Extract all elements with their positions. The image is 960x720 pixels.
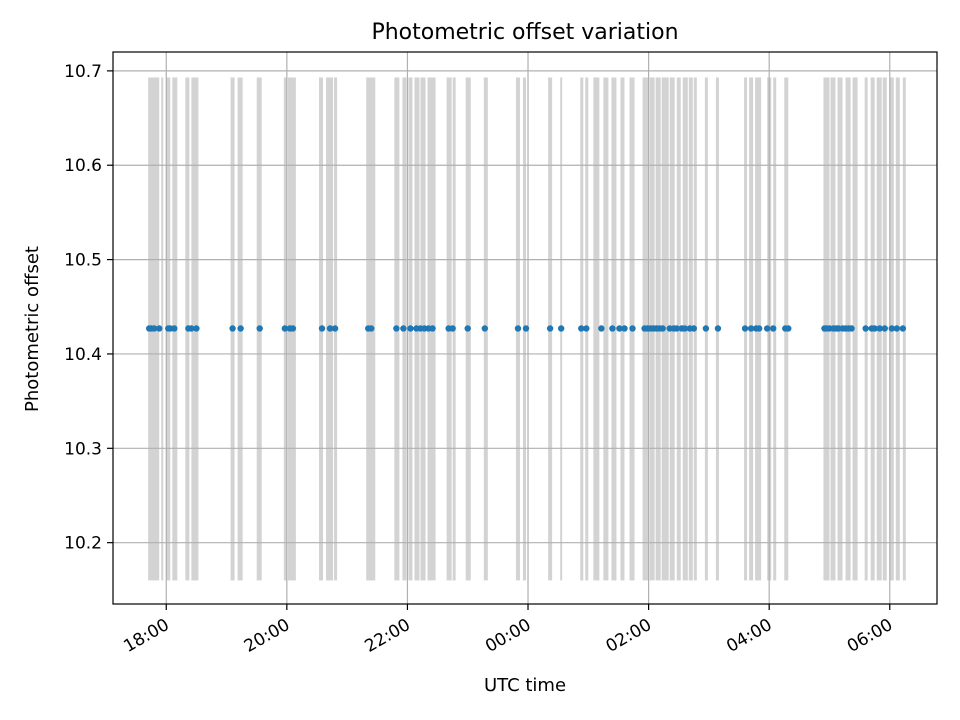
data-point: [237, 325, 244, 332]
data-point: [256, 325, 263, 332]
data-point: [770, 325, 777, 332]
data-point: [747, 325, 755, 332]
data-point: [546, 325, 554, 332]
data-point: [888, 325, 895, 332]
data-point: [464, 325, 471, 332]
observation-band: [852, 77, 858, 581]
y-tick-label: 10.3: [64, 439, 102, 459]
data-point: [318, 325, 326, 332]
y-tick-label: 10.7: [64, 62, 102, 82]
y-tick-label: 10.4: [64, 345, 102, 365]
data-point: [871, 325, 878, 332]
data-point: [393, 325, 400, 332]
data-points: [145, 325, 907, 332]
data-point: [368, 325, 375, 332]
data-point: [741, 325, 749, 332]
data-point: [893, 325, 901, 332]
data-point: [429, 325, 436, 332]
data-point: [621, 325, 628, 332]
y-tick-label: 10.2: [64, 534, 102, 554]
plot-frame: [112, 51, 938, 605]
data-point: [331, 325, 339, 332]
data-point: [449, 325, 456, 332]
data-point: [899, 325, 907, 332]
data-point: [281, 325, 289, 332]
y-axis-ticks: 10.2 10.3 10.4 10.5 10.6 10.7: [64, 62, 113, 554]
data-point: [171, 325, 178, 332]
data-point: [702, 325, 710, 332]
y-tick-label: 10.6: [64, 156, 102, 176]
data-point: [522, 325, 530, 332]
data-point: [156, 325, 163, 332]
data-point: [862, 325, 869, 332]
data-point: [673, 325, 680, 332]
x-axis-label: UTC time: [484, 675, 566, 696]
data-point: [681, 325, 688, 332]
data-point: [400, 325, 407, 332]
data-point: [848, 325, 855, 332]
data-point: [514, 325, 522, 332]
data-point: [578, 325, 585, 332]
data-point: [629, 325, 636, 332]
data-point: [188, 325, 195, 332]
data-point: [616, 325, 623, 332]
data-point: [193, 325, 200, 332]
data-point: [881, 325, 888, 332]
data-point: [659, 325, 666, 332]
data-point: [755, 325, 763, 332]
data-point: [598, 325, 605, 332]
data-point: [326, 325, 334, 332]
data-point: [785, 325, 792, 332]
data-point: [557, 325, 565, 332]
data-point: [481, 325, 489, 332]
data-point: [407, 325, 414, 332]
data-point: [714, 325, 722, 332]
chart-title: Photometric offset variation: [371, 20, 678, 45]
data-point: [876, 325, 883, 332]
y-tick-label: 10.5: [64, 251, 102, 271]
y-axis-label: Photometric offset: [22, 246, 43, 412]
data-point: [690, 325, 698, 332]
data-point: [609, 325, 616, 332]
data-point: [151, 325, 158, 332]
data-point: [583, 325, 590, 332]
data-point: [289, 325, 297, 332]
observation-band: [603, 77, 609, 581]
data-point: [763, 325, 771, 332]
data-point: [229, 325, 236, 332]
observation-band: [593, 77, 600, 581]
